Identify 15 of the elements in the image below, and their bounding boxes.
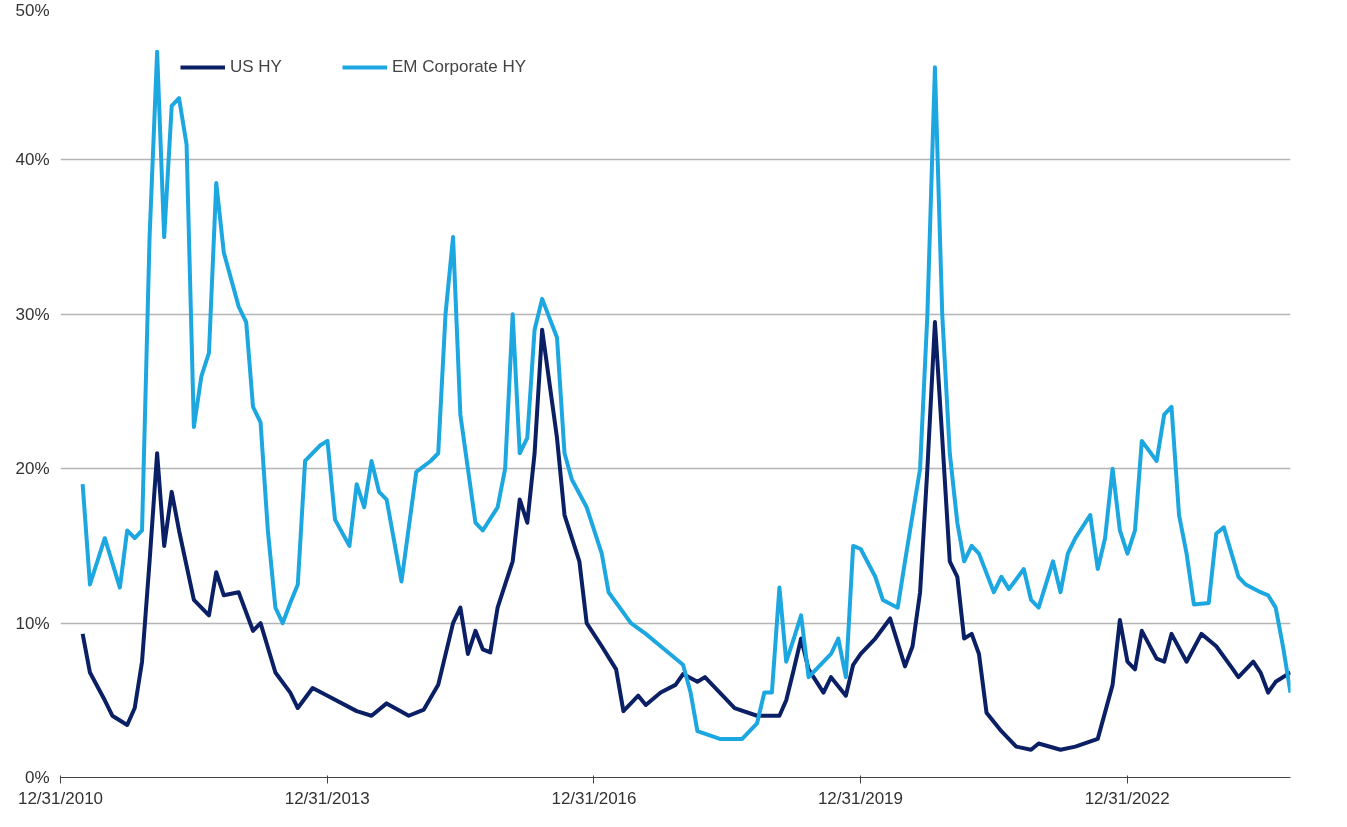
legend-label: EM Corporate HY (391, 57, 527, 77)
x-tick-label: 12/31/2016 (551, 788, 637, 808)
x-tick-label: 12/31/2010 (17, 788, 104, 808)
line-series (80, 320, 1291, 752)
y-tick-label: 30% (15, 304, 50, 324)
line-series (80, 49, 1291, 741)
y-tick-label: 10% (15, 613, 50, 633)
x-tick-label: 12/31/2013 (284, 788, 370, 808)
x-tick-label: 12/31/2022 (1084, 788, 1170, 808)
y-tick-label: 40% (15, 150, 50, 170)
x-tick-label: 12/31/2019 (817, 788, 904, 808)
y-tick-label: 20% (15, 459, 50, 479)
legend-label: US HY (230, 57, 282, 77)
y-tick-label: 50% (15, 0, 50, 20)
y-tick-label: 0% (24, 768, 50, 787)
